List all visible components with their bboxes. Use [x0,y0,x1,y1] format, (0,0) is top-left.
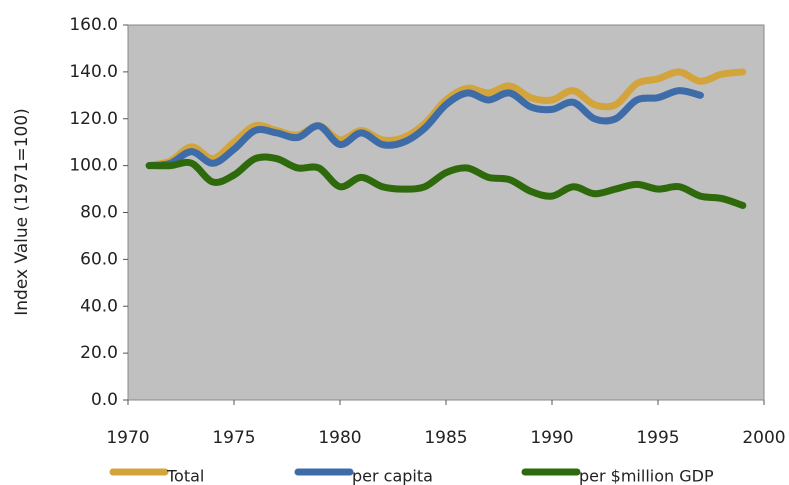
y-tick-label: 0.0 [91,390,118,410]
plot-area [127,24,765,401]
x-tick-label: 1970 [106,428,149,448]
x-tick-label: 2000 [742,428,785,448]
line-series [145,87,704,170]
legend-label: per capita [352,467,433,485]
x-tick-label: 1995 [636,428,679,448]
y-tick-label: 80.0 [80,203,118,223]
x-tick-label: 1980 [318,428,361,448]
x-tick-label: 1985 [424,428,467,448]
y-tick-label: 160.0 [69,15,118,35]
y-tick-label: 20.0 [80,343,118,363]
y-tick-label: 140.0 [69,62,118,82]
y-axis-label: Index Value (1971=100) [12,108,32,316]
line-series [145,153,747,209]
y-tick-label: 40.0 [80,296,118,316]
y-tick-label: 60.0 [80,249,118,269]
y-tick-label: 100.0 [69,156,118,176]
x-tick-label: 1975 [212,428,255,448]
y-tick-label: 120.0 [69,109,118,129]
legend-label: per $million GDP [579,467,714,485]
legend-label: Total [166,467,204,485]
x-tick-label: 1990 [530,428,573,448]
line-series [145,68,747,170]
